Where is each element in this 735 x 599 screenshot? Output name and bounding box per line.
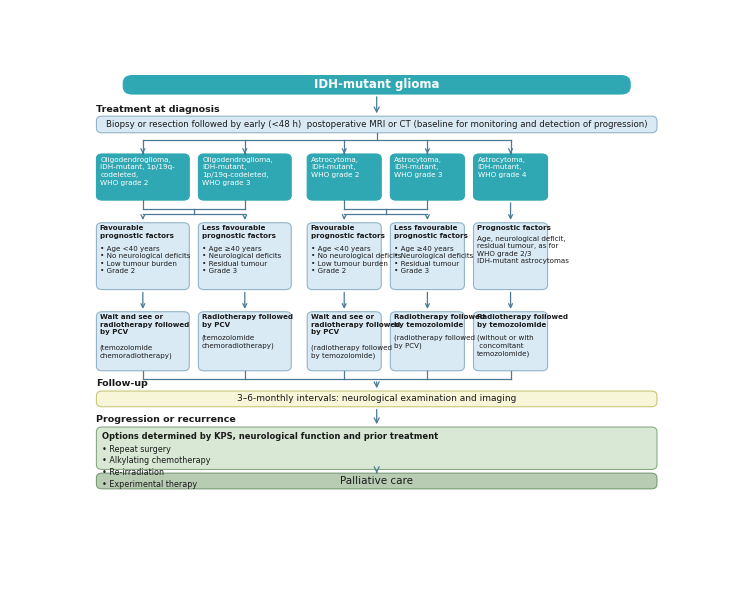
- Text: • Age ≥40 years
• Neurological deficits
• Residual tumour
• Grade 3: • Age ≥40 years • Neurological deficits …: [394, 246, 473, 274]
- FancyBboxPatch shape: [96, 223, 190, 289]
- FancyBboxPatch shape: [473, 223, 548, 289]
- Text: Treatment at diagnosis: Treatment at diagnosis: [96, 105, 220, 114]
- Text: Wait and see or
radiotherapy followed
by PCV: Wait and see or radiotherapy followed by…: [311, 314, 400, 335]
- Text: Radiotherapy followed
by temozolomide: Radiotherapy followed by temozolomide: [394, 314, 485, 328]
- Text: Follow-up: Follow-up: [96, 379, 148, 388]
- Text: Less favourable
prognostic factors: Less favourable prognostic factors: [202, 225, 276, 239]
- FancyBboxPatch shape: [123, 75, 630, 94]
- Text: Favourable
prognostic factors: Favourable prognostic factors: [100, 225, 173, 239]
- Text: • Age ≥40 years
• Neurological deficits
• Residual tumour
• Grade 3: • Age ≥40 years • Neurological deficits …: [202, 246, 281, 274]
- FancyBboxPatch shape: [307, 223, 381, 289]
- FancyBboxPatch shape: [96, 391, 657, 407]
- FancyBboxPatch shape: [96, 116, 657, 133]
- FancyBboxPatch shape: [96, 473, 657, 489]
- FancyBboxPatch shape: [198, 223, 291, 289]
- Text: (radiotherapy followed
by temozolomide): (radiotherapy followed by temozolomide): [311, 345, 392, 359]
- Text: Less favourable
prognostic factors: Less favourable prognostic factors: [394, 225, 467, 239]
- Text: Astrocytoma,
IDH-mutant,
WHO grade 2: Astrocytoma, IDH-mutant, WHO grade 2: [311, 157, 359, 179]
- Text: (temozolomide
chemoradiotherapy): (temozolomide chemoradiotherapy): [202, 335, 275, 349]
- Text: (temozolomide
chemoradiotherapy): (temozolomide chemoradiotherapy): [100, 345, 173, 359]
- Text: • Age <40 years
• No neurological deficits
• Low tumour burden
• Grade 2: • Age <40 years • No neurological defici…: [100, 246, 190, 274]
- Text: (radiotherapy followed
by PCV): (radiotherapy followed by PCV): [394, 335, 475, 349]
- FancyBboxPatch shape: [390, 311, 465, 371]
- FancyBboxPatch shape: [96, 311, 190, 371]
- Text: Astrocytoma,
IDH-mutant,
WHO grade 4: Astrocytoma, IDH-mutant, WHO grade 4: [478, 157, 526, 179]
- Text: Favourable
prognostic factors: Favourable prognostic factors: [311, 225, 384, 239]
- Text: Wait and see or
radiotherapy followed
by PCV: Wait and see or radiotherapy followed by…: [100, 314, 189, 335]
- Text: IDH-mutant glioma: IDH-mutant glioma: [314, 78, 440, 91]
- FancyBboxPatch shape: [198, 154, 291, 200]
- Text: Age, neurological deficit,
residual tumour, as for
WHO grade 2/3
IDH-mutant astr: Age, neurological deficit, residual tumo…: [477, 235, 569, 264]
- FancyBboxPatch shape: [96, 427, 657, 470]
- Text: Prognostic factors: Prognostic factors: [477, 225, 551, 231]
- FancyBboxPatch shape: [473, 154, 548, 200]
- Text: • Repeat surgery
• Alkylating chemotherapy
• Re-irradiation
• Experimental thera: • Repeat surgery • Alkylating chemothera…: [102, 444, 211, 489]
- Text: Progression or recurrence: Progression or recurrence: [96, 415, 236, 424]
- FancyBboxPatch shape: [307, 154, 381, 200]
- FancyBboxPatch shape: [390, 223, 465, 289]
- FancyBboxPatch shape: [473, 311, 548, 371]
- Text: Astrocytoma,
IDH-mutant,
WHO grade 3: Astrocytoma, IDH-mutant, WHO grade 3: [395, 157, 443, 179]
- Text: • Age <40 years
• No neurological deficits
• Low tumour burden
• Grade 2: • Age <40 years • No neurological defici…: [311, 246, 401, 274]
- FancyBboxPatch shape: [96, 154, 190, 200]
- Text: Options determined by KPS, neurological function and prior treatment: Options determined by KPS, neurological …: [102, 432, 438, 441]
- Text: Radiotherapy followed
by temozolomide: Radiotherapy followed by temozolomide: [477, 314, 568, 328]
- Text: Palliative care: Palliative care: [340, 476, 413, 486]
- Text: Oligodendroglioma,
IDH-mutant, 1p/19q-
codeleted,
WHO grade 2: Oligodendroglioma, IDH-mutant, 1p/19q- c…: [101, 157, 175, 186]
- Text: Radiotherapy followed
by PCV: Radiotherapy followed by PCV: [202, 314, 293, 328]
- FancyBboxPatch shape: [307, 311, 381, 371]
- FancyBboxPatch shape: [390, 154, 465, 200]
- Text: 3–6-monthly intervals: neurological examination and imaging: 3–6-monthly intervals: neurological exam…: [237, 394, 517, 403]
- FancyBboxPatch shape: [198, 311, 291, 371]
- Text: Biopsy or resection followed by early (<48 h)  postoperative MRI or CT (baseline: Biopsy or resection followed by early (<…: [106, 120, 648, 129]
- Text: (without or with
 concomitant
temozolomide): (without or with concomitant temozolomid…: [477, 335, 534, 357]
- Text: Oligodendroglioma,
IDH-mutant,
1p/19q-codeleted,
WHO grade 3: Oligodendroglioma, IDH-mutant, 1p/19q-co…: [202, 157, 273, 186]
